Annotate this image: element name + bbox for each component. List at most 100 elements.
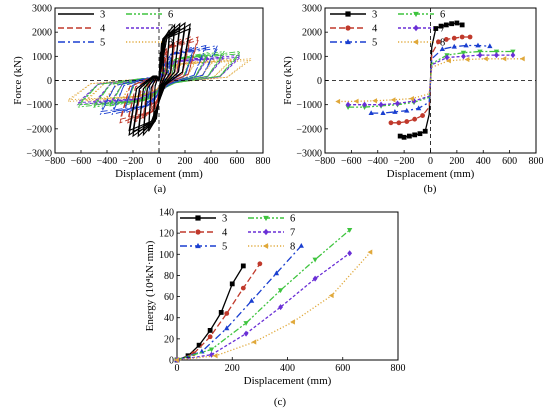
data-point-5 [475,42,481,48]
panel-caption-a: (a) [154,183,167,195]
hysteresis-loop-8 [66,59,252,101]
x-axis-title: Displacement (mm) [387,168,475,180]
data-point-6 [510,49,516,55]
y-tick-label: 3000 [302,4,322,15]
chart-panel-b: −800 −600 −400 −200 0 200 400 600 800−3000−2000−… [282,4,544,196]
data-point-5 [380,110,386,116]
x-tick-label: −800 [315,156,336,167]
data-point-3 [422,128,428,134]
legend-marker [195,229,201,235]
data-point-7 [444,54,450,61]
y-tick-label: 1000 [32,52,52,63]
data-point-4 [436,39,441,45]
y-tick-label: −2000 [26,124,52,135]
legend-entry-7: 7 [248,228,295,239]
data-point-8 [501,56,507,62]
data-point-7 [461,53,466,60]
data-point-3 [207,328,213,333]
legend-marker [195,215,201,221]
legend-marker [195,242,201,249]
panel-caption-b: (b) [424,183,437,195]
y-tick-label: −3000 [296,149,322,160]
data-point-3 [196,342,202,348]
x-axis-title: Displacement (mm) [115,168,203,180]
legend-label: 5 [100,38,105,49]
data-point-8 [212,353,218,359]
hysteresis-loop-8 [121,60,197,100]
x-tick-label: 400 [280,363,295,374]
data-point-6 [277,288,284,294]
data-point-6 [347,228,353,233]
data-point-8 [328,292,334,299]
data-point-3 [401,134,407,140]
x-tick-label: 400 [476,156,491,167]
data-point-6 [208,347,215,353]
legend-label: 4 [372,24,378,35]
data-point-8 [390,97,396,103]
x-tick-label: −600 [341,156,362,167]
data-point-4 [420,113,425,118]
data-point-5 [273,270,280,276]
data-point-5 [415,105,422,111]
data-point-4 [257,261,263,267]
data-point-7 [362,101,367,108]
data-point-8 [367,249,373,255]
x-tick-label: 600 [502,156,517,167]
data-point-8 [409,95,414,102]
legend-label: 7 [290,228,295,239]
y-tick-label: 120 [159,229,174,240]
data-point-3 [438,23,444,29]
legend-entry-7: 7 [398,24,445,35]
legend-entry-3: 3 [58,10,105,21]
y-tick-label: 140 [159,208,174,219]
x-tick-label: −800 [45,156,66,167]
legend-label: 5 [372,38,377,49]
data-point-3 [417,131,423,137]
data-point-5 [224,325,230,331]
x-tick-label: 600 [335,363,350,374]
data-point-4 [443,37,449,42]
x-tick-label: −200 [394,156,415,167]
data-point-7 [477,52,483,59]
y-tick-label: 0 [169,356,174,367]
legend-entry-5: 5 [58,38,105,49]
data-point-7 [395,100,400,107]
y-tick-label: 60 [164,292,174,303]
legend-label: 3 [100,10,105,21]
data-point-5 [404,107,410,113]
hysteresis-loop-6 [142,60,176,101]
data-point-7 [411,98,417,105]
energy-line-7 [176,252,351,361]
data-point-5 [463,42,469,48]
data-point-6 [243,321,249,326]
legend-marker [413,11,419,18]
x-tick-label: 0 [157,156,162,167]
data-point-4 [467,34,473,40]
data-point-5 [451,43,457,49]
legend-marker [345,11,351,17]
data-point-3 [407,133,412,139]
data-point-3 [433,26,439,31]
energy-line-4 [176,263,261,361]
y-tick-label: 2000 [302,28,322,39]
y-tick-label: 40 [164,313,174,324]
energy-line-3 [176,265,244,361]
data-point-4 [224,311,230,316]
y-tick-label: −3000 [26,149,52,160]
x-tick-label: −400 [97,156,118,167]
data-point-4 [459,34,465,40]
energy-series-8 [174,249,373,363]
y-tick-label: 3000 [32,4,52,15]
data-point-7 [345,101,351,108]
hysteresis-loop-7 [76,56,242,104]
x-tick-label: 600 [230,156,245,167]
data-point-7 [378,101,384,108]
chart-panel-a: −800 −600 −400 −200 0 200 400 600 800−3000−2000−… [12,4,271,196]
chart-panel-c: 0 200 400 600 800 0 20 40 60 80 100 120 140 Displacem… [144,208,406,409]
legend-entry-8: 8 [398,38,445,49]
data-point-7 [510,52,516,59]
data-point-5 [298,242,304,248]
hysteresis-loop-6 [76,53,242,106]
legend-label: 4 [100,24,106,35]
